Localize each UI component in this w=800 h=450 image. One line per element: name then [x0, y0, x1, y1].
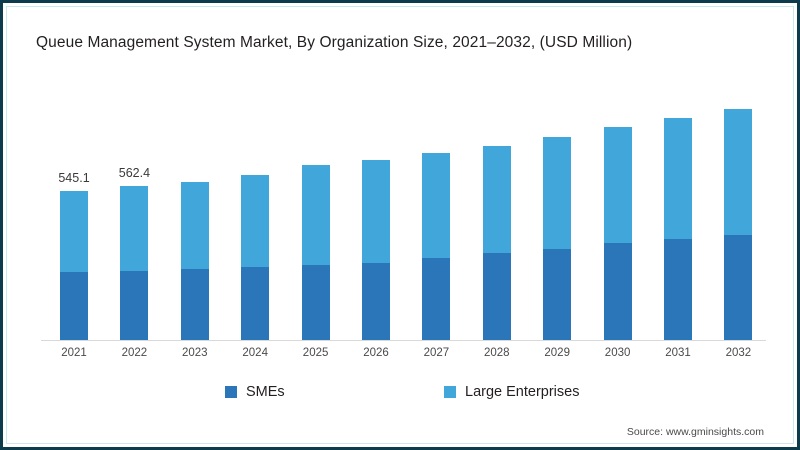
- x-tick-2022: 2022: [121, 347, 148, 359]
- chart-title: Queue Management System Market, By Organ…: [36, 34, 633, 51]
- bar-segment-large-enterprises-2022[interactable]: [120, 186, 149, 272]
- chart-legend: SMEs Large Enterprises: [3, 384, 797, 406]
- bar-segment-large-enterprises-2025[interactable]: [301, 165, 330, 266]
- bar-segment-smes-2030[interactable]: [603, 243, 632, 340]
- bar-segment-large-enterprises-2024[interactable]: [241, 175, 270, 268]
- bar-column-2022[interactable]: 562.4: [119, 166, 150, 340]
- bar-segment-smes-2022[interactable]: [120, 271, 149, 340]
- bar-segment-large-enterprises-2027[interactable]: [422, 153, 451, 259]
- bar-segment-smes-2021[interactable]: [60, 271, 88, 340]
- bar-segment-large-enterprises-2030[interactable]: [603, 126, 632, 244]
- bar-segment-smes-2026[interactable]: [362, 263, 390, 340]
- bar-column-2026[interactable]: [362, 160, 390, 340]
- bar-value-label-2022: 562.4: [118, 166, 151, 181]
- source-attribution: Source: www.gminsights.com: [626, 426, 764, 438]
- bar-segment-smes-2023[interactable]: [180, 269, 209, 340]
- bar-segment-smes-2024[interactable]: [241, 267, 270, 340]
- bar-segment-large-enterprises-2026[interactable]: [362, 160, 390, 264]
- bar-segment-smes-2031[interactable]: [664, 239, 692, 340]
- bar-column-2028[interactable]: [482, 146, 511, 340]
- bar-segment-large-enterprises-2031[interactable]: [664, 117, 692, 239]
- x-axis-baseline: [41, 340, 766, 341]
- bar-column-2025[interactable]: [301, 165, 330, 340]
- legend-swatch-smes: [225, 386, 237, 398]
- bar-segment-smes-2029[interactable]: [543, 249, 572, 340]
- x-tick-2024: 2024: [242, 347, 268, 359]
- x-tick-2026: 2026: [363, 347, 389, 359]
- x-tick-2023: 2023: [182, 347, 208, 359]
- x-tick-2032: 2032: [725, 347, 752, 359]
- bar-value-label-2021: 545.1: [58, 171, 90, 186]
- bar-segment-large-enterprises-2023[interactable]: [180, 182, 209, 270]
- legend-label-large-enterprises: Large Enterprises: [465, 384, 580, 400]
- x-tick-2027: 2027: [423, 347, 450, 359]
- bar-segment-smes-2032[interactable]: [724, 234, 753, 340]
- bar-column-2029[interactable]: [543, 137, 572, 340]
- x-tick-2028: 2028: [484, 347, 510, 359]
- bar-segment-large-enterprises-2032[interactable]: [724, 109, 753, 235]
- x-tick-2030: 2030: [604, 347, 631, 359]
- x-tick-2031: 2031: [665, 347, 691, 359]
- bar-segment-smes-2025[interactable]: [301, 265, 330, 340]
- legend-item-large-enterprises[interactable]: Large Enterprises: [444, 384, 579, 400]
- bar-segment-large-enterprises-2028[interactable]: [482, 146, 511, 254]
- legend-item-smes[interactable]: SMEs: [225, 384, 285, 400]
- bar-column-2023[interactable]: [180, 182, 209, 340]
- bar-column-2031[interactable]: [664, 117, 692, 340]
- legend-swatch-large-enterprises: [444, 386, 456, 398]
- legend-label-smes: SMEs: [246, 384, 285, 400]
- bar-column-2032[interactable]: [724, 109, 753, 340]
- x-tick-2025: 2025: [302, 347, 329, 359]
- bar-column-2024[interactable]: [241, 175, 270, 340]
- bar-column-2021[interactable]: 545.1: [58, 171, 90, 340]
- bar-column-2030[interactable]: [603, 126, 632, 340]
- x-tick-2021: 2021: [61, 347, 87, 359]
- x-tick-2029: 2029: [544, 347, 570, 359]
- plot-area: 545.1 562.4 2021 2022 2023 2024 2025 2026 2027 2…: [3, 3, 797, 447]
- bar-segment-smes-2027[interactable]: [422, 258, 451, 340]
- bar-segment-smes-2028[interactable]: [482, 253, 511, 340]
- bar-segment-large-enterprises-2029[interactable]: [543, 137, 572, 250]
- bar-segment-large-enterprises-2021[interactable]: [60, 191, 88, 272]
- bar-column-2027[interactable]: [422, 153, 451, 340]
